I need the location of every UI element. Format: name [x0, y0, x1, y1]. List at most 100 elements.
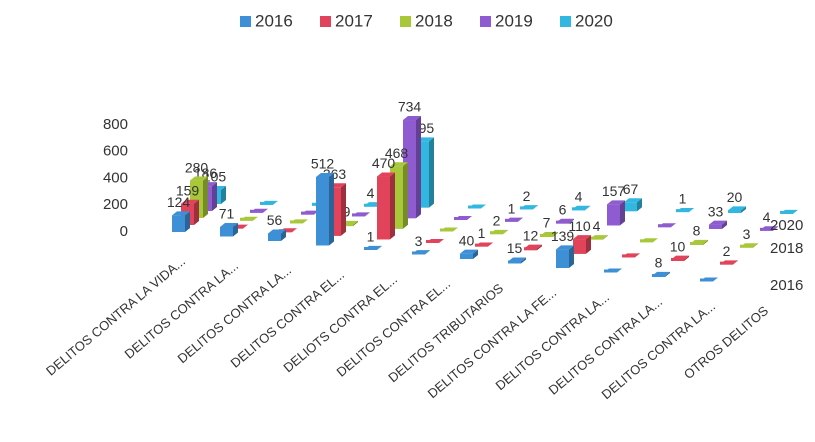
value-label: 56 — [267, 212, 283, 228]
bar-side — [353, 220, 358, 227]
value-label: 40 — [459, 232, 475, 248]
bar-foot — [316, 242, 329, 246]
bar-side — [684, 255, 689, 261]
bar-side — [733, 260, 738, 265]
bar-top — [652, 271, 670, 276]
bar-top — [622, 253, 640, 258]
bar-foot — [460, 256, 473, 259]
bar-side — [403, 162, 408, 229]
value-label: 4 — [593, 218, 601, 234]
bar-top — [377, 172, 395, 177]
bar-top — [490, 229, 508, 234]
bar-group — [556, 245, 574, 268]
bar-side — [341, 183, 346, 236]
value-label: 67 — [623, 181, 639, 197]
bar-group — [520, 205, 538, 210]
bar-top — [671, 255, 689, 260]
bar-foot — [390, 225, 403, 229]
bar-group — [364, 245, 382, 250]
value-label: 4 — [367, 185, 375, 201]
value-label: 157 — [602, 183, 626, 199]
bar-top — [290, 219, 308, 224]
bar-top — [520, 205, 538, 210]
bar-top — [268, 229, 286, 234]
bar-top — [690, 239, 708, 244]
legend-label: 2017 — [335, 11, 373, 30]
bar-group — [658, 223, 676, 228]
bar-top — [460, 249, 478, 254]
bar — [377, 176, 390, 240]
value-label: 1 — [478, 225, 486, 241]
bar-side — [703, 239, 708, 245]
value-label: 33 — [708, 203, 724, 219]
bar-top — [728, 206, 746, 211]
bar-group — [268, 229, 286, 241]
value-label: 71 — [219, 206, 235, 222]
bar-top — [556, 218, 574, 223]
x-tick-label: DELITOS CONTRA LA... — [175, 262, 295, 366]
bar — [268, 233, 281, 241]
bar-side — [603, 235, 608, 240]
bar-top — [301, 210, 319, 215]
bar-group — [524, 244, 542, 251]
bar-top — [352, 212, 370, 217]
legend-label: 2020 — [575, 11, 613, 30]
bar-group — [454, 216, 472, 220]
bar-side — [569, 218, 574, 224]
legend-swatch — [320, 16, 331, 27]
bar — [607, 204, 620, 226]
bar-top — [440, 227, 458, 232]
bar-top — [676, 207, 694, 212]
bar-top — [572, 205, 590, 210]
bar-side — [185, 211, 190, 232]
value-label: 4 — [763, 209, 771, 225]
value-label: 124 — [167, 194, 191, 210]
value-label: 734 — [398, 99, 422, 115]
bar-group — [652, 271, 670, 277]
legend-label: 2019 — [495, 11, 533, 30]
bar-group — [460, 249, 478, 259]
bar-top — [700, 277, 718, 282]
bar-side — [518, 217, 523, 222]
x-tick-label: DELITOS CONTRA LA... — [122, 258, 242, 362]
bar-foot — [607, 222, 620, 226]
bar-top — [181, 199, 199, 204]
bar-side — [233, 223, 238, 237]
value-label: 110 — [568, 218, 591, 234]
bar-top — [260, 200, 278, 205]
bar-side — [753, 243, 758, 248]
value-label: 3 — [743, 226, 751, 242]
bar-side — [503, 229, 508, 235]
bar-group — [780, 209, 798, 214]
bar-group — [556, 218, 574, 224]
bar-foot — [556, 265, 569, 268]
value-label: 2 — [523, 188, 531, 204]
x-tick-label: DELITOS CONTRA LA... — [493, 289, 613, 393]
bar-group — [740, 243, 758, 248]
bar-group — [604, 268, 622, 273]
bar-group — [709, 220, 727, 229]
bar-group — [760, 226, 778, 231]
bar-foot — [728, 210, 741, 213]
bar-top — [556, 245, 574, 250]
bar-side — [537, 244, 542, 251]
value-label: 139 — [551, 228, 575, 244]
value-label: 8 — [655, 255, 663, 271]
value-label: 4 — [575, 188, 583, 204]
x-tick-label: DELITOS CONTRA EL... — [334, 276, 454, 380]
bar-side — [620, 200, 625, 226]
bar-group — [426, 239, 444, 243]
bar-top — [240, 216, 258, 221]
y-tick-label: 600 — [103, 143, 128, 160]
bar-side — [473, 249, 478, 259]
bar-side — [521, 257, 526, 264]
value-label: 15 — [507, 240, 523, 256]
bar-group — [220, 223, 238, 237]
bar-top — [740, 243, 758, 248]
bar-top — [540, 231, 558, 236]
x-tick-label: DELITOS TRIBUTARIOS — [385, 280, 506, 385]
bar — [624, 202, 637, 212]
bar-foot — [709, 226, 722, 229]
value-label: 159 — [176, 182, 200, 198]
bar-side — [390, 172, 395, 240]
